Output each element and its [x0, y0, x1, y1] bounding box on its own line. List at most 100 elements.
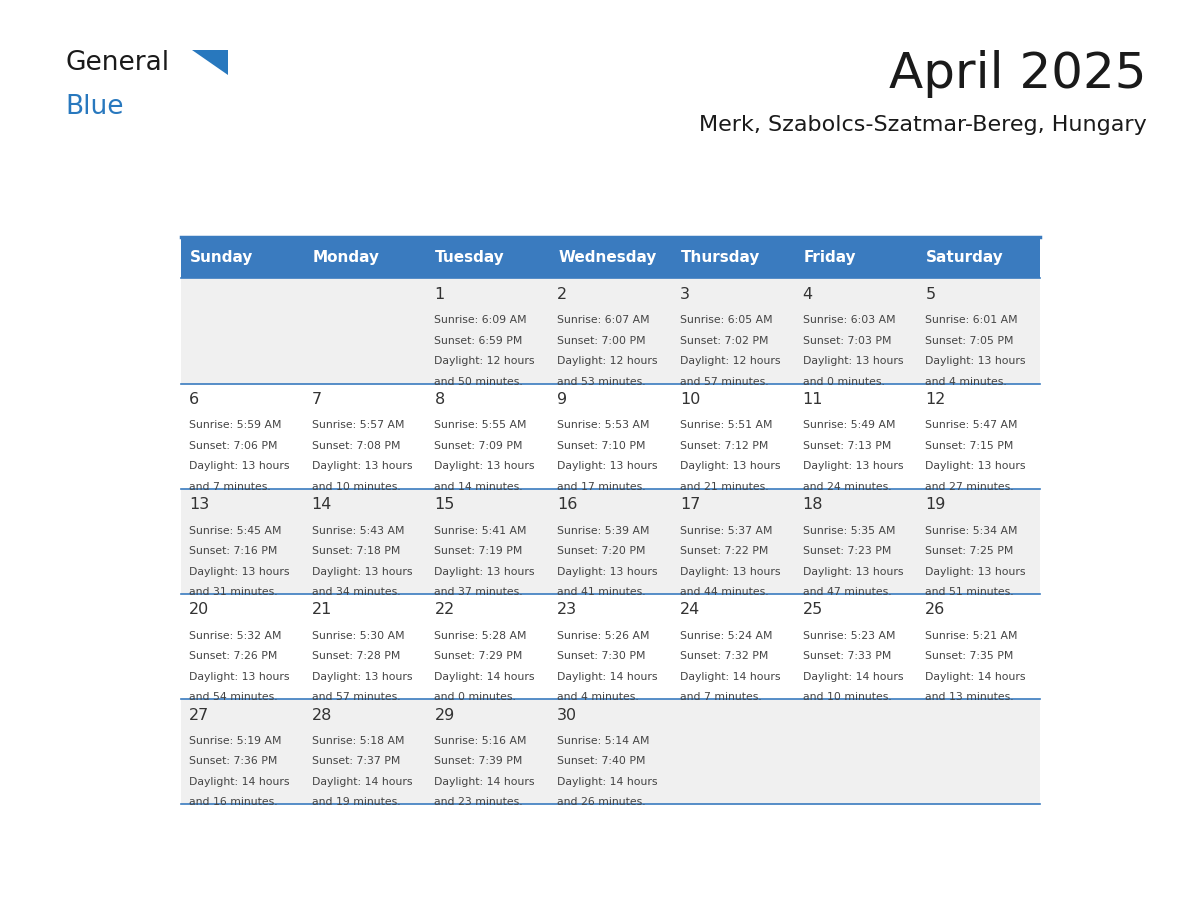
Text: Sunset: 7:37 PM: Sunset: 7:37 PM	[311, 756, 400, 767]
Text: 7: 7	[311, 392, 322, 407]
Text: Sunset: 7:09 PM: Sunset: 7:09 PM	[435, 441, 523, 451]
Text: Sunrise: 5:55 AM: Sunrise: 5:55 AM	[435, 420, 527, 431]
Text: Daylight: 13 hours: Daylight: 13 hours	[189, 462, 290, 471]
Text: and 16 minutes.: and 16 minutes.	[189, 798, 278, 807]
Text: 9: 9	[557, 392, 568, 407]
Text: Sunset: 7:28 PM: Sunset: 7:28 PM	[311, 651, 400, 661]
Text: 12: 12	[925, 392, 946, 407]
Text: Daylight: 13 hours: Daylight: 13 hours	[557, 462, 658, 471]
Text: Monday: Monday	[312, 251, 380, 265]
Text: Sunrise: 5:57 AM: Sunrise: 5:57 AM	[311, 420, 404, 431]
Text: 11: 11	[803, 392, 823, 407]
Text: Sunrise: 5:24 AM: Sunrise: 5:24 AM	[680, 631, 772, 641]
Text: Sunrise: 5:53 AM: Sunrise: 5:53 AM	[557, 420, 650, 431]
Text: and 14 minutes.: and 14 minutes.	[435, 482, 523, 492]
Text: 24: 24	[680, 602, 700, 618]
Text: Sunset: 7:16 PM: Sunset: 7:16 PM	[189, 546, 277, 556]
Text: Daylight: 13 hours: Daylight: 13 hours	[803, 566, 903, 577]
Text: 16: 16	[557, 498, 577, 512]
Text: Daylight: 12 hours: Daylight: 12 hours	[680, 356, 781, 366]
Text: Daylight: 13 hours: Daylight: 13 hours	[803, 356, 903, 366]
Text: Sunset: 7:33 PM: Sunset: 7:33 PM	[803, 651, 891, 661]
Text: 22: 22	[435, 602, 455, 618]
Text: 20: 20	[189, 602, 209, 618]
Text: 13: 13	[189, 498, 209, 512]
Text: Sunset: 7:06 PM: Sunset: 7:06 PM	[189, 441, 278, 451]
Text: Tuesday: Tuesday	[435, 251, 505, 265]
Text: Sunset: 7:08 PM: Sunset: 7:08 PM	[311, 441, 400, 451]
Text: Daylight: 13 hours: Daylight: 13 hours	[435, 462, 535, 471]
Text: Daylight: 13 hours: Daylight: 13 hours	[311, 672, 412, 682]
Text: Sunrise: 5:37 AM: Sunrise: 5:37 AM	[680, 525, 772, 535]
Text: and 10 minutes.: and 10 minutes.	[311, 482, 400, 492]
Text: and 34 minutes.: and 34 minutes.	[311, 587, 400, 597]
Text: and 51 minutes.: and 51 minutes.	[925, 587, 1013, 597]
Text: 17: 17	[680, 498, 700, 512]
Text: Sunrise: 6:03 AM: Sunrise: 6:03 AM	[803, 315, 896, 325]
Text: Daylight: 14 hours: Daylight: 14 hours	[557, 672, 658, 682]
Text: 21: 21	[311, 602, 333, 618]
Text: 30: 30	[557, 708, 577, 722]
Text: Daylight: 14 hours: Daylight: 14 hours	[557, 777, 658, 787]
Text: Sunrise: 5:45 AM: Sunrise: 5:45 AM	[189, 525, 282, 535]
Text: 3: 3	[680, 286, 690, 302]
Text: Merk, Szabolcs-Szatmar-Bereg, Hungary: Merk, Szabolcs-Szatmar-Bereg, Hungary	[699, 115, 1146, 135]
Text: Sunset: 6:59 PM: Sunset: 6:59 PM	[435, 336, 523, 346]
Text: Sunset: 7:13 PM: Sunset: 7:13 PM	[803, 441, 891, 451]
Text: Daylight: 13 hours: Daylight: 13 hours	[925, 462, 1025, 471]
Text: Daylight: 14 hours: Daylight: 14 hours	[803, 672, 903, 682]
Text: Daylight: 13 hours: Daylight: 13 hours	[311, 566, 412, 577]
Text: Daylight: 12 hours: Daylight: 12 hours	[435, 356, 535, 366]
Bar	[181, 700, 1040, 804]
Text: Sunset: 7:05 PM: Sunset: 7:05 PM	[925, 336, 1013, 346]
Text: Sunset: 7:15 PM: Sunset: 7:15 PM	[925, 441, 1013, 451]
Text: Daylight: 12 hours: Daylight: 12 hours	[557, 356, 658, 366]
Text: Friday: Friday	[803, 251, 857, 265]
Text: Daylight: 13 hours: Daylight: 13 hours	[680, 566, 781, 577]
Text: Sunrise: 5:28 AM: Sunrise: 5:28 AM	[435, 631, 527, 641]
Text: Sunset: 7:32 PM: Sunset: 7:32 PM	[680, 651, 769, 661]
Text: Sunrise: 5:41 AM: Sunrise: 5:41 AM	[435, 525, 527, 535]
Text: and 4 minutes.: and 4 minutes.	[557, 692, 639, 702]
Text: Daylight: 13 hours: Daylight: 13 hours	[925, 566, 1025, 577]
Text: Sunset: 7:12 PM: Sunset: 7:12 PM	[680, 441, 769, 451]
Text: Sunrise: 5:26 AM: Sunrise: 5:26 AM	[557, 631, 650, 641]
Text: and 24 minutes.: and 24 minutes.	[803, 482, 891, 492]
Text: 27: 27	[189, 708, 209, 722]
Text: Daylight: 13 hours: Daylight: 13 hours	[311, 462, 412, 471]
Text: Daylight: 13 hours: Daylight: 13 hours	[925, 356, 1025, 366]
Text: and 26 minutes.: and 26 minutes.	[557, 798, 646, 807]
Text: Daylight: 14 hours: Daylight: 14 hours	[311, 777, 412, 787]
Bar	[181, 488, 1040, 594]
Text: Sunset: 7:02 PM: Sunset: 7:02 PM	[680, 336, 769, 346]
Text: Sunset: 7:30 PM: Sunset: 7:30 PM	[557, 651, 645, 661]
Text: 5: 5	[925, 286, 935, 302]
Text: Sunrise: 6:07 AM: Sunrise: 6:07 AM	[557, 315, 650, 325]
Text: Daylight: 13 hours: Daylight: 13 hours	[557, 566, 658, 577]
Text: 8: 8	[435, 392, 444, 407]
Text: 23: 23	[557, 602, 577, 618]
Text: and 13 minutes.: and 13 minutes.	[925, 692, 1013, 702]
Text: Daylight: 14 hours: Daylight: 14 hours	[925, 672, 1025, 682]
Text: 26: 26	[925, 602, 946, 618]
Text: Daylight: 14 hours: Daylight: 14 hours	[435, 777, 535, 787]
Text: Sunrise: 5:21 AM: Sunrise: 5:21 AM	[925, 631, 1018, 641]
Text: Sunset: 7:22 PM: Sunset: 7:22 PM	[680, 546, 769, 556]
Text: Sunrise: 5:39 AM: Sunrise: 5:39 AM	[557, 525, 650, 535]
Text: Sunrise: 6:05 AM: Sunrise: 6:05 AM	[680, 315, 772, 325]
Text: 19: 19	[925, 498, 946, 512]
Text: and 0 minutes.: and 0 minutes.	[435, 692, 517, 702]
Bar	[181, 238, 1040, 278]
Text: Thursday: Thursday	[681, 251, 760, 265]
Text: and 50 minutes.: and 50 minutes.	[435, 376, 523, 386]
Text: Sunrise: 5:49 AM: Sunrise: 5:49 AM	[803, 420, 895, 431]
Text: Sunset: 7:10 PM: Sunset: 7:10 PM	[557, 441, 645, 451]
Bar	[181, 278, 1040, 384]
Text: Sunset: 7:40 PM: Sunset: 7:40 PM	[557, 756, 645, 767]
Text: Daylight: 14 hours: Daylight: 14 hours	[680, 672, 781, 682]
Text: Sunset: 7:25 PM: Sunset: 7:25 PM	[925, 546, 1013, 556]
Text: Sunset: 7:03 PM: Sunset: 7:03 PM	[803, 336, 891, 346]
Text: Sunrise: 5:34 AM: Sunrise: 5:34 AM	[925, 525, 1018, 535]
Text: Daylight: 13 hours: Daylight: 13 hours	[189, 672, 290, 682]
Text: and 10 minutes.: and 10 minutes.	[803, 692, 891, 702]
